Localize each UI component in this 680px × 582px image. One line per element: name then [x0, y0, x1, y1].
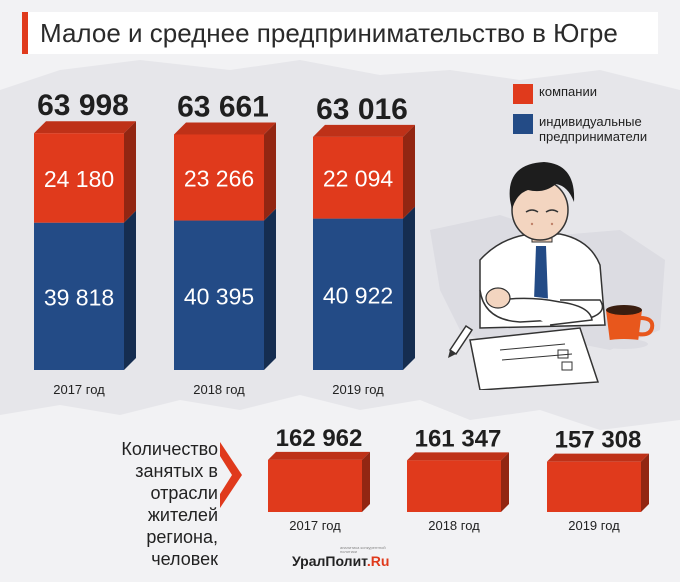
data-label-entrepreneurs: 40 395: [184, 283, 254, 309]
brand-tagline: аналитика конкурентной политики: [340, 545, 386, 554]
data-label-total: 63 661: [177, 90, 269, 123]
bar-entrepreneurs: [34, 222, 124, 370]
data-label-companies: 22 094: [323, 166, 394, 192]
employed-data-label: 157 308: [555, 427, 642, 454]
data-label-entrepreneurs: 39 818: [44, 284, 114, 310]
bar-companies-top: [313, 124, 415, 137]
data-label-total: 63 016: [316, 93, 408, 126]
employed-bar-top: [268, 451, 370, 460]
x-tick-label: 2018 год: [193, 382, 245, 397]
employed-x-tick-label: 2017 год: [289, 518, 341, 533]
employed-data-label: 161 347: [415, 425, 502, 452]
brand-suffix: .Ru: [366, 553, 390, 569]
legend-swatch-companies: [513, 84, 533, 104]
employed-caption: Количество занятых в отрасли жителей рег…: [121, 439, 218, 569]
bar-companies: [34, 133, 124, 223]
brand-name: УралПолит: [292, 553, 367, 569]
bar-entrepreneurs-side: [124, 210, 136, 370]
brand-logo: УралПолит.Ru: [292, 553, 389, 569]
bar-entrepreneurs: [313, 218, 403, 370]
employed-bar-side: [641, 453, 649, 512]
legend-item-companies: компании: [513, 84, 673, 104]
employed-x-tick-label: 2018 год: [428, 518, 480, 533]
data-label-total: 63 998: [37, 89, 129, 122]
employed-bar-top: [407, 452, 509, 461]
bar-entrepreneurs: [174, 220, 264, 370]
businessman-illustration: [448, 162, 655, 390]
data-label-entrepreneurs: 40 922: [323, 282, 393, 308]
bar-companies: [313, 136, 403, 219]
bar-companies-side: [124, 121, 136, 223]
bar-companies: [174, 134, 264, 221]
bar-entrepreneurs-side: [264, 208, 276, 370]
employed-bar: [547, 461, 641, 512]
arrow-icon: [220, 442, 242, 508]
employed-bar-side: [362, 451, 370, 512]
employed-data-label: 162 962: [276, 425, 363, 452]
employed-bar: [268, 459, 362, 512]
bar-companies-top: [34, 121, 136, 134]
employed-bar-top: [547, 453, 649, 462]
title-bar: Малое и среднее предпринимательство в Юг…: [22, 12, 658, 54]
data-label-companies: 23 266: [184, 165, 254, 191]
bar-entrepreneurs-side: [403, 206, 415, 370]
bar-companies-top: [174, 122, 276, 135]
data-label-companies: 24 180: [44, 166, 114, 192]
legend: компании индивидуальные предприниматели: [513, 84, 673, 154]
bar-companies-side: [264, 122, 276, 221]
employed-x-tick-label: 2019 год: [568, 518, 620, 533]
page-title: Малое и среднее предпринимательство в Юг…: [40, 17, 618, 48]
bar-companies-side: [403, 124, 415, 219]
employed-bar: [407, 460, 501, 512]
legend-swatch-entrepreneurs: [513, 114, 533, 134]
legend-label-entrepreneurs: индивидуальные предприниматели: [539, 114, 648, 144]
x-tick-label: 2019 год: [332, 382, 384, 397]
legend-item-entrepreneurs: индивидуальные предприниматели: [513, 114, 673, 144]
employed-bar-side: [501, 452, 509, 512]
x-tick-label: 2017 год: [53, 382, 105, 397]
legend-label-companies: компании: [539, 84, 597, 99]
